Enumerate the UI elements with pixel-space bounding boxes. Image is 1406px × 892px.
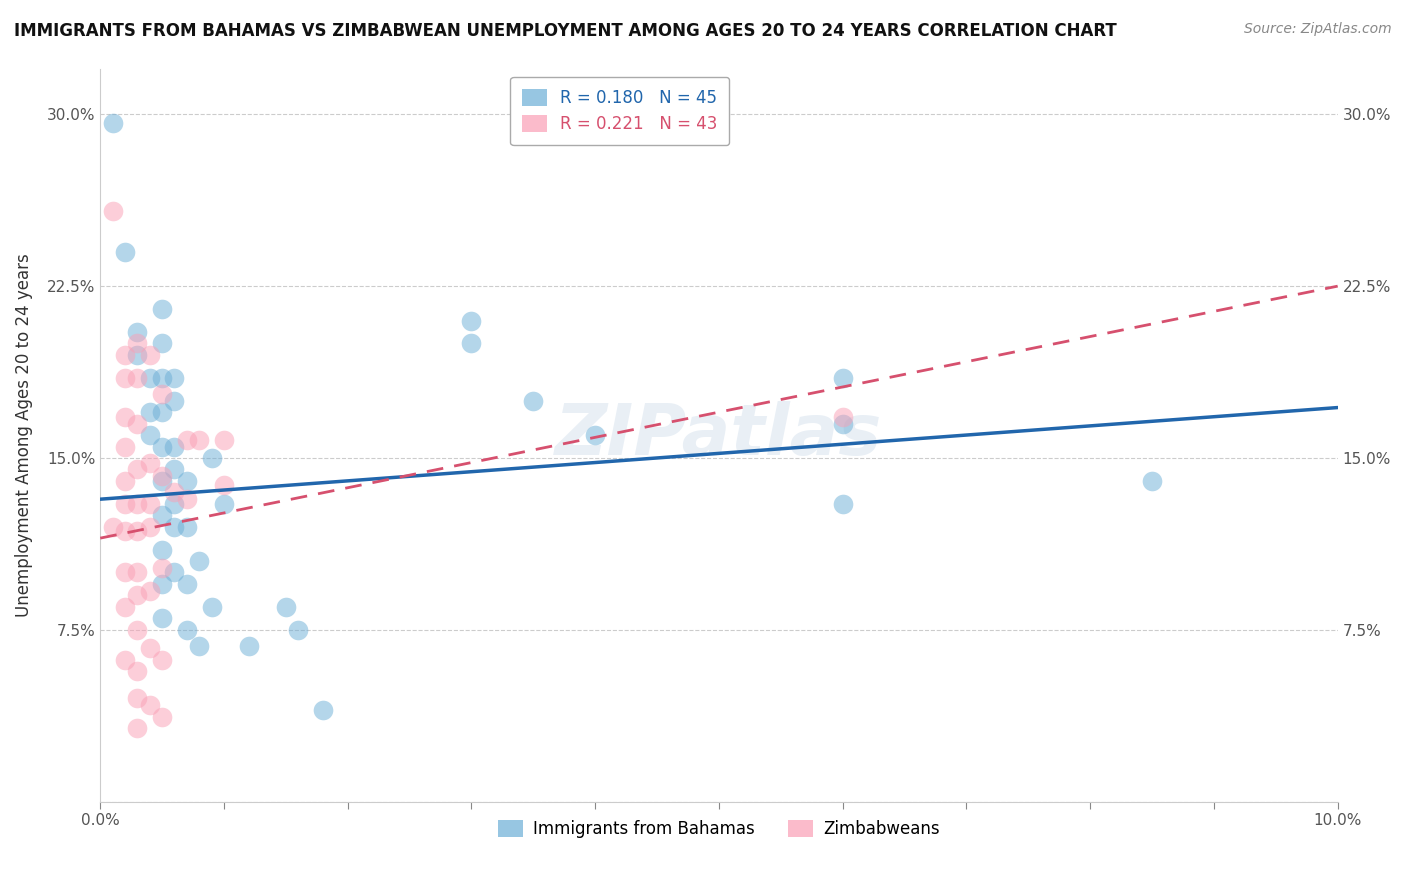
- Point: [114, 566, 136, 580]
- Point: [212, 478, 235, 492]
- Point: [150, 405, 173, 419]
- Point: [114, 524, 136, 539]
- Point: [163, 440, 186, 454]
- Point: [114, 409, 136, 424]
- Point: [101, 116, 124, 130]
- Point: [127, 462, 149, 476]
- Point: [201, 450, 224, 465]
- Point: [127, 623, 149, 637]
- Point: [150, 542, 173, 557]
- Point: [139, 405, 162, 419]
- Point: [150, 386, 173, 401]
- Point: [831, 417, 853, 431]
- Point: [127, 566, 149, 580]
- Point: [460, 336, 482, 351]
- Point: [150, 474, 173, 488]
- Point: [114, 371, 136, 385]
- Point: [176, 492, 198, 507]
- Point: [114, 599, 136, 614]
- Point: [831, 371, 853, 385]
- Point: [176, 474, 198, 488]
- Text: IMMIGRANTS FROM BAHAMAS VS ZIMBABWEAN UNEMPLOYMENT AMONG AGES 20 TO 24 YEARS COR: IMMIGRANTS FROM BAHAMAS VS ZIMBABWEAN UN…: [14, 22, 1116, 40]
- Point: [831, 409, 853, 424]
- Point: [114, 652, 136, 666]
- Point: [114, 497, 136, 511]
- Text: ZIPatlas: ZIPatlas: [555, 401, 883, 469]
- Point: [312, 703, 335, 717]
- Point: [150, 561, 173, 575]
- Point: [114, 474, 136, 488]
- Point: [150, 652, 173, 666]
- Point: [163, 519, 186, 533]
- Point: [114, 440, 136, 454]
- Point: [176, 433, 198, 447]
- Point: [114, 348, 136, 362]
- Point: [188, 433, 211, 447]
- Point: [139, 497, 162, 511]
- Point: [139, 641, 162, 656]
- Point: [127, 664, 149, 678]
- Point: [127, 524, 149, 539]
- Point: [127, 417, 149, 431]
- Point: [139, 428, 162, 442]
- Point: [150, 710, 173, 724]
- Point: [150, 301, 173, 316]
- Point: [274, 599, 297, 614]
- Point: [201, 599, 224, 614]
- Point: [139, 371, 162, 385]
- Y-axis label: Unemployment Among Ages 20 to 24 years: Unemployment Among Ages 20 to 24 years: [15, 253, 32, 617]
- Point: [139, 348, 162, 362]
- Point: [583, 428, 606, 442]
- Point: [150, 508, 173, 523]
- Point: [287, 623, 309, 637]
- Point: [101, 203, 124, 218]
- Point: [150, 469, 173, 483]
- Point: [188, 554, 211, 568]
- Point: [127, 348, 149, 362]
- Point: [101, 519, 124, 533]
- Point: [150, 577, 173, 591]
- Point: [831, 497, 853, 511]
- Point: [127, 497, 149, 511]
- Point: [150, 440, 173, 454]
- Text: Source: ZipAtlas.com: Source: ZipAtlas.com: [1244, 22, 1392, 37]
- Point: [212, 497, 235, 511]
- Point: [127, 588, 149, 602]
- Point: [163, 393, 186, 408]
- Point: [139, 698, 162, 713]
- Point: [460, 313, 482, 327]
- Point: [176, 577, 198, 591]
- Legend: Immigrants from Bahamas, Zimbabweans: Immigrants from Bahamas, Zimbabweans: [492, 813, 946, 845]
- Point: [522, 393, 544, 408]
- Point: [127, 691, 149, 706]
- Point: [150, 611, 173, 625]
- Point: [176, 623, 198, 637]
- Point: [163, 485, 186, 500]
- Point: [139, 456, 162, 470]
- Point: [127, 721, 149, 735]
- Point: [212, 433, 235, 447]
- Point: [163, 371, 186, 385]
- Point: [1140, 474, 1163, 488]
- Point: [127, 325, 149, 339]
- Point: [163, 462, 186, 476]
- Point: [127, 336, 149, 351]
- Point: [114, 244, 136, 259]
- Point: [163, 497, 186, 511]
- Point: [188, 639, 211, 653]
- Point: [176, 519, 198, 533]
- Point: [127, 371, 149, 385]
- Point: [139, 583, 162, 598]
- Point: [238, 639, 260, 653]
- Point: [150, 371, 173, 385]
- Point: [139, 519, 162, 533]
- Point: [150, 336, 173, 351]
- Point: [163, 566, 186, 580]
